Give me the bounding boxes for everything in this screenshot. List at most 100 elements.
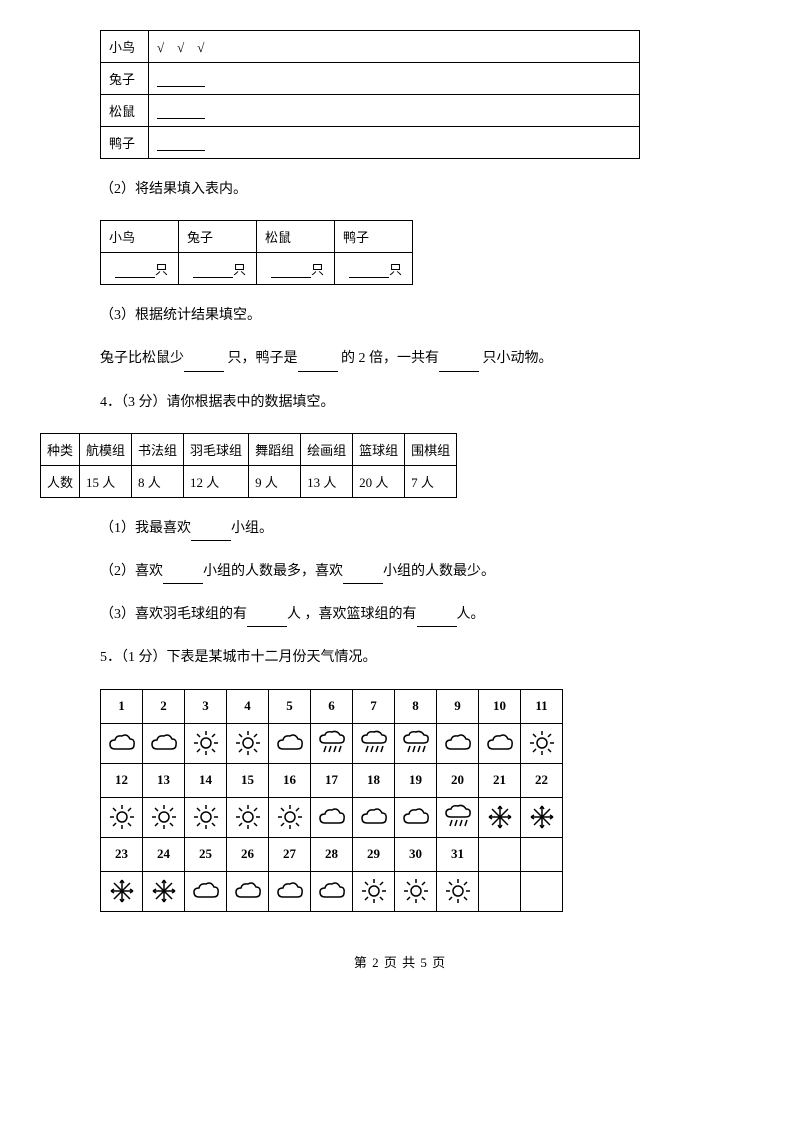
q2-label: （2）将结果填入表内。 (100, 177, 700, 202)
page-footer: 第 2 页 共 5 页 (20, 952, 780, 971)
count-cell[interactable]: 只 (179, 253, 257, 285)
group-count: 7 人 (405, 465, 457, 497)
weather-day: 12 (101, 763, 143, 797)
weather-day: 18 (353, 763, 395, 797)
tally-marks[interactable] (149, 63, 640, 95)
tally-marks[interactable] (149, 95, 640, 127)
blank[interactable] (417, 613, 457, 627)
group-col: 绘画组 (301, 433, 353, 465)
q5-label: 5．（1 分）下表是某城市十二月份天气情况。 (100, 645, 700, 670)
q4-label: 4．（3 分）请你根据表中的数据填空。 (100, 390, 700, 415)
cloudy-icon (311, 871, 353, 911)
tally-animal: 松鼠 (101, 95, 149, 127)
q3-label: （3）根据统计结果填空。 (100, 303, 700, 328)
text: 小组的人数最多，喜欢 (203, 564, 343, 579)
blank[interactable] (247, 613, 287, 627)
tally-animal: 鸭子 (101, 127, 149, 159)
weather-day: 29 (353, 837, 395, 871)
weather-day: 31 (437, 837, 479, 871)
rain-icon (353, 723, 395, 763)
footer-total: 5 (420, 955, 428, 970)
blank[interactable] (349, 264, 389, 278)
weather-day: 20 (437, 763, 479, 797)
group-count: 12 人 (184, 465, 249, 497)
weather-day: 15 (227, 763, 269, 797)
weather-day: 24 (143, 837, 185, 871)
text: 人。 (457, 607, 485, 622)
blank[interactable] (193, 264, 233, 278)
weather-day: 16 (269, 763, 311, 797)
cloudy-icon (227, 871, 269, 911)
sunny-icon (521, 723, 563, 763)
weather-day: 22 (521, 763, 563, 797)
count-cell[interactable]: 只 (257, 253, 335, 285)
text: （3）喜欢羽毛球组的有 (100, 607, 247, 622)
cloudy-icon (101, 723, 143, 763)
group-count: 13 人 (301, 465, 353, 497)
cloudy-icon (353, 797, 395, 837)
empty-cell (479, 871, 521, 911)
footer-text: 页 共 (380, 955, 421, 970)
group-col: 书法组 (132, 433, 184, 465)
cloudy-icon (143, 723, 185, 763)
weather-day: 10 (479, 689, 521, 723)
group-col: 围棋组 (405, 433, 457, 465)
weather-day: 25 (185, 837, 227, 871)
unit: 只 (233, 262, 246, 277)
tally-animal: 小鸟 (101, 31, 149, 63)
snow-icon (479, 797, 521, 837)
group-col: 航模组 (80, 433, 132, 465)
tally-marks[interactable]: √ √ √ (149, 31, 640, 63)
q3-t3: 只小动物。 (483, 351, 553, 366)
tally-marks[interactable] (149, 127, 640, 159)
count-header: 鸭子 (335, 221, 413, 253)
rain-icon (311, 723, 353, 763)
weather-day (521, 837, 563, 871)
weather-day (479, 837, 521, 871)
snow-icon (521, 797, 563, 837)
cloudy-icon (269, 723, 311, 763)
blank[interactable] (157, 137, 205, 151)
footer-text: 页 (428, 955, 446, 970)
q3-t0: 兔子比松鼠少 (100, 351, 184, 366)
q3-t2: 的 2 倍，一共有 (341, 351, 439, 366)
sunny-icon (353, 871, 395, 911)
weather-day: 30 (395, 837, 437, 871)
count-header: 松鼠 (257, 221, 335, 253)
group-count: 9 人 (249, 465, 301, 497)
blank[interactable] (157, 73, 205, 87)
tally-animal: 兔子 (101, 63, 149, 95)
blank[interactable] (298, 358, 338, 372)
cloudy-icon (269, 871, 311, 911)
weather-day: 14 (185, 763, 227, 797)
weather-day: 5 (269, 689, 311, 723)
unit: 只 (311, 262, 324, 277)
empty-cell (521, 871, 563, 911)
weather-day: 7 (353, 689, 395, 723)
group-count: 8 人 (132, 465, 184, 497)
blank[interactable] (343, 570, 383, 584)
text: 人 ，喜欢篮球组的有 (287, 607, 417, 622)
group-col: 羽毛球组 (184, 433, 249, 465)
weather-day: 2 (143, 689, 185, 723)
weather-day: 6 (311, 689, 353, 723)
blank[interactable] (191, 527, 231, 541)
cloudy-icon (311, 797, 353, 837)
sunny-icon (437, 871, 479, 911)
unit: 只 (389, 262, 402, 277)
blank[interactable] (115, 264, 155, 278)
sunny-icon (101, 797, 143, 837)
blank[interactable] (271, 264, 311, 278)
sunny-icon (185, 723, 227, 763)
weather-day: 28 (311, 837, 353, 871)
blank[interactable] (184, 358, 224, 372)
weather-day: 19 (395, 763, 437, 797)
blank[interactable] (157, 105, 205, 119)
blank[interactable] (163, 570, 203, 584)
sunny-icon (227, 797, 269, 837)
blank[interactable] (439, 358, 479, 372)
count-cell[interactable]: 只 (335, 253, 413, 285)
count-cell[interactable]: 只 (101, 253, 179, 285)
weather-day: 13 (143, 763, 185, 797)
weather-day: 9 (437, 689, 479, 723)
